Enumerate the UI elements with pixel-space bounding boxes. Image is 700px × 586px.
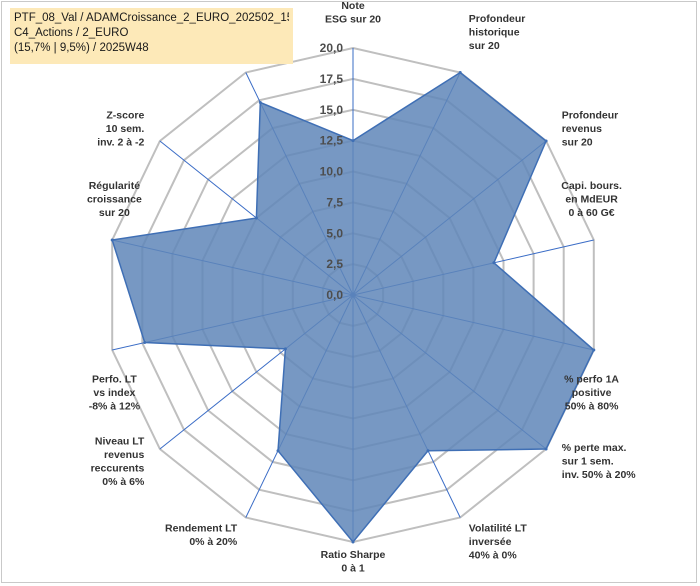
axis-label-line: Ratio Sharpe [321, 549, 386, 561]
axis-label-5: % perte max. sur 1 sem. inv. 50% à 20% [562, 442, 637, 481]
radar-series [110, 71, 596, 544]
chart-title-box: PTF_08_Val / ADAMCroissance_2_EURO_20250… [10, 8, 293, 64]
axis-label-line: 0% à 20% [189, 536, 238, 548]
axis-label-4: % perfo 1A positive 50% à 80% [564, 373, 619, 412]
axis-label-10: Perfo. LT vs index -8% à 12% [89, 373, 141, 412]
axis-label-1: Profondeur historique sur 20 [469, 13, 526, 52]
data-point-6 [426, 449, 430, 453]
data-point-8 [276, 449, 280, 453]
axis-label-line: 0 à 60 G€ [569, 207, 615, 219]
axis-label-line: Perfo. LT [92, 373, 137, 385]
axis-label-line: reccurents [91, 463, 145, 475]
axis-label-line: Capi. bours. [561, 180, 622, 192]
axis-label-line: 0 à 1 [341, 563, 365, 575]
axis-label-line: Rendement LT [165, 523, 238, 535]
data-point-7 [351, 540, 355, 544]
tick-label-3: 7,5 [326, 195, 343, 209]
tick-label-2: 5,0 [326, 226, 343, 240]
axis-label-line: historique [469, 26, 520, 38]
data-point-5 [544, 447, 548, 451]
axis-label-line: vs index [93, 387, 135, 399]
axis-label-line: positive [572, 387, 612, 399]
title-line-3: (15,7% | 9,5%) / 2025W48 [14, 42, 149, 54]
tick-label-6: 15,0 [320, 103, 344, 117]
axis-label-line: inv. 2 à -2 [97, 136, 144, 148]
axis-label-line: revenus [562, 123, 602, 135]
axis-label-8: Rendement LT 0% à 20% [165, 523, 238, 549]
tick-label-7: 17,5 [320, 72, 344, 86]
axis-label-line: sur 20 [469, 40, 500, 52]
data-point-1 [458, 71, 462, 74]
radar-tick-labels: 0,0 2,5 5,0 7,5 10,0 12,5 15,0 17,5 20,0 [320, 41, 344, 302]
axis-label-line: revenus [104, 449, 144, 461]
data-point-3 [492, 261, 496, 265]
data-point-11 [110, 238, 114, 242]
title-line-2: C4_Actions / 2_EURO [14, 27, 129, 39]
axis-label-line: inversée [469, 536, 512, 548]
tick-label-8: 20,0 [320, 41, 344, 55]
axis-label-line: 10 sem. [106, 123, 145, 135]
axis-label-line: sur 20 [99, 207, 130, 219]
axis-label-line: sur 1 sem. [562, 456, 614, 468]
data-point-2 [544, 139, 548, 143]
tick-label-1: 2,5 [326, 257, 343, 271]
data-point-10 [143, 341, 147, 344]
axis-label-line: -8% à 12% [89, 400, 141, 412]
axis-label-line: sur 20 [562, 136, 593, 148]
axis-label-11: Régularité croissance sur 20 [87, 180, 142, 219]
data-point-4 [592, 348, 596, 352]
axis-label-line: en MdEUR [565, 194, 618, 206]
axis-label-line: Niveau LT [95, 436, 145, 448]
axis-label-line: % perte max. [562, 442, 627, 454]
data-point-12 [254, 216, 258, 220]
axis-label-line: Volatilité LT [469, 523, 528, 535]
data-point-9 [283, 347, 287, 351]
axis-label-line: 50% à 80% [565, 400, 619, 412]
axis-label-line: Note [341, 0, 364, 12]
tick-label-0: 0,0 [326, 288, 343, 302]
axis-label-line: croissance [87, 194, 142, 206]
axis-label-line: Régularité [89, 180, 141, 192]
axis-label-0: Note ESG sur 20 [325, 0, 381, 26]
axis-label-line: % perfo 1A [564, 373, 619, 385]
axis-label-line: 0% à 6% [102, 476, 145, 488]
data-point-13 [258, 101, 262, 104]
axis-label-line: 40% à 0% [469, 550, 518, 562]
axis-label-2: Profondeur revenus sur 20 [562, 109, 619, 148]
axis-label-7: Ratio Sharpe 0 à 1 [321, 549, 386, 575]
axis-label-line: Z-score [106, 109, 144, 121]
axis-label-line: inv. 50% à 20% [562, 469, 637, 481]
title-line-1: PTF_08_Val / ADAMCroissance_2_EURO_20250… [14, 12, 289, 24]
axis-label-12: Z-score 10 sem. inv. 2 à -2 [97, 109, 144, 148]
tick-label-4: 10,0 [320, 165, 344, 179]
axis-label-line: ESG sur 20 [325, 14, 381, 26]
axis-label-line: Profondeur [562, 109, 619, 121]
data-point-0 [351, 139, 355, 143]
axis-label-6: Volatilité LT inversée 40% à 0% [469, 523, 528, 562]
axis-label-9: Niveau LT revenus reccurents 0% à 6% [91, 436, 145, 489]
axis-label-3: Capi. bours. en MdEUR 0 à 60 G€ [561, 180, 622, 219]
series-area [111, 71, 595, 544]
tick-label-5: 12,5 [320, 134, 344, 148]
axis-label-line: Profondeur [469, 13, 526, 25]
